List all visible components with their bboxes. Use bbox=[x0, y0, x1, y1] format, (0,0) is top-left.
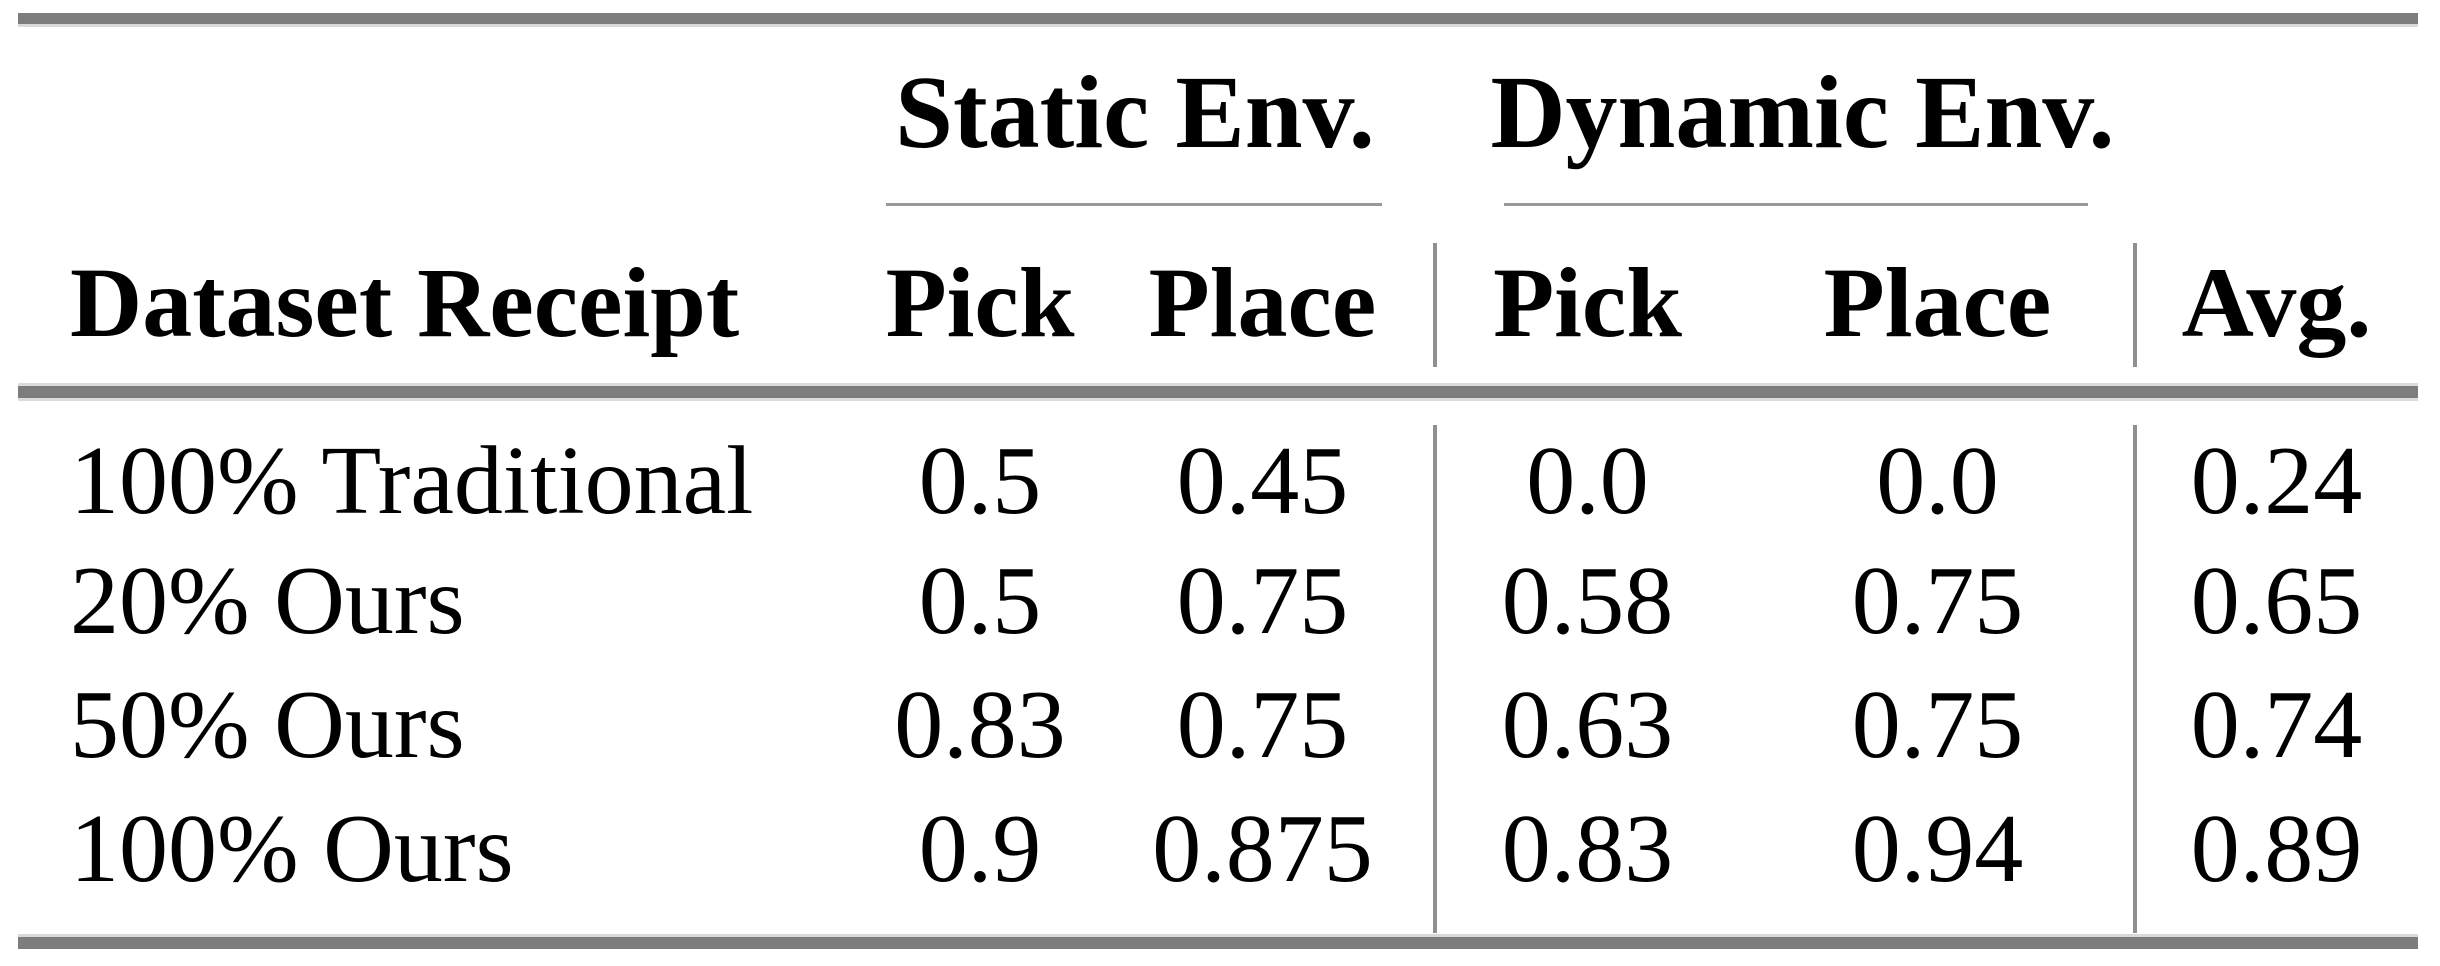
value-static-place: 0.875 bbox=[1152, 795, 1373, 903]
table-bottom-rule bbox=[18, 937, 2418, 949]
col-header-dynamic-place: Place bbox=[1823, 247, 2052, 358]
value-static-pick: 0.9 bbox=[918, 795, 1042, 903]
dynamic-env-underline-rule bbox=[1504, 203, 2088, 206]
value-dynamic-place: 0.75 bbox=[1851, 547, 2024, 655]
value-avg: 0.65 bbox=[2190, 547, 2363, 655]
value-dynamic-place: 0.94 bbox=[1851, 795, 2024, 903]
value-dynamic-pick: 0.0 bbox=[1526, 427, 1649, 535]
col-header-dynamic-pick: Pick bbox=[1493, 247, 1682, 358]
col-header-dataset-receipt: Dataset Receipt bbox=[70, 247, 740, 358]
value-avg: 0.24 bbox=[2190, 427, 2363, 535]
col-header-static-pick: Pick bbox=[885, 247, 1075, 358]
row-label: 100% Traditional bbox=[70, 427, 754, 535]
value-dynamic-place: 0.75 bbox=[1851, 671, 2024, 779]
value-static-pick: 0.83 bbox=[894, 671, 1066, 779]
col-header-static-place: Place bbox=[1148, 247, 1377, 358]
value-avg: 0.74 bbox=[2190, 671, 2363, 779]
value-static-pick: 0.5 bbox=[918, 547, 1042, 655]
value-static-place: 0.45 bbox=[1176, 427, 1349, 535]
value-avg: 0.89 bbox=[2190, 795, 2363, 903]
column-divider-static-dynamic bbox=[1433, 243, 1437, 367]
value-dynamic-place: 0.0 bbox=[1876, 427, 1999, 535]
column-divider-dynamic-avg bbox=[2133, 243, 2137, 367]
value-dynamic-pick: 0.83 bbox=[1501, 795, 1674, 903]
value-static-place: 0.75 bbox=[1176, 547, 1349, 655]
row-label: 50% Ours bbox=[70, 671, 465, 779]
row-label: 100% Ours bbox=[70, 795, 514, 903]
column-group-header-static-env: Static Env. bbox=[895, 55, 1375, 170]
value-dynamic-pick: 0.63 bbox=[1501, 671, 1674, 779]
column-divider-dynamic-avg bbox=[2133, 425, 2137, 933]
row-label: 20% Ours bbox=[70, 547, 465, 655]
value-dynamic-pick: 0.58 bbox=[1501, 547, 1674, 655]
value-static-pick: 0.5 bbox=[918, 427, 1042, 535]
column-group-header-dynamic-env: Dynamic Env. bbox=[1490, 55, 2115, 170]
col-header-avg: Avg. bbox=[2181, 247, 2372, 358]
value-static-place: 0.75 bbox=[1176, 671, 1349, 779]
column-divider-static-dynamic bbox=[1433, 425, 1437, 933]
static-env-underline-rule bbox=[886, 203, 1382, 206]
table-top-rule bbox=[18, 13, 2418, 24]
table-header-separator-rule bbox=[18, 386, 2418, 398]
